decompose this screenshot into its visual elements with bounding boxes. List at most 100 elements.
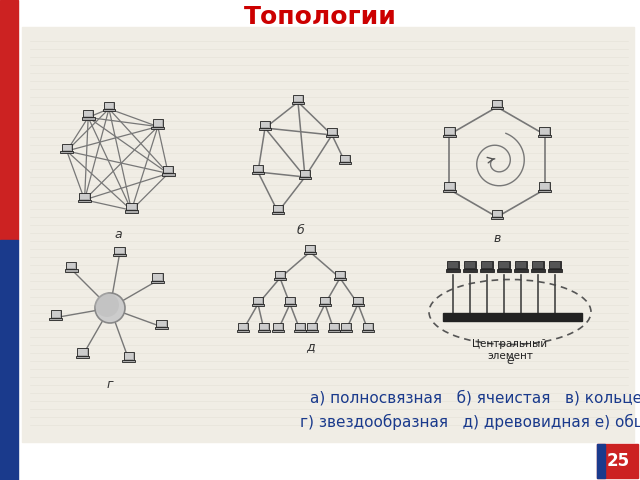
Bar <box>465 262 475 268</box>
Bar <box>125 353 133 359</box>
Bar <box>238 323 248 330</box>
Bar <box>493 211 501 216</box>
Bar <box>340 155 350 162</box>
Bar <box>102 109 115 111</box>
Bar <box>292 102 305 104</box>
Bar <box>79 192 90 200</box>
Circle shape <box>95 293 125 323</box>
Bar <box>335 271 345 278</box>
Bar <box>303 252 316 254</box>
Bar <box>305 245 315 252</box>
Bar <box>157 320 167 327</box>
Bar <box>491 217 504 219</box>
Bar <box>157 321 166 326</box>
Bar <box>339 162 351 164</box>
Bar <box>443 190 456 192</box>
Bar <box>301 171 309 176</box>
Bar <box>329 323 339 330</box>
Bar <box>0 0 18 240</box>
Bar <box>540 183 549 189</box>
Bar <box>516 262 526 268</box>
Bar <box>276 272 284 277</box>
Bar <box>78 349 86 355</box>
Bar <box>66 262 76 269</box>
Bar <box>259 323 269 330</box>
Bar <box>330 324 338 329</box>
Bar <box>550 262 560 268</box>
Bar <box>22 27 634 442</box>
Circle shape <box>95 293 119 317</box>
Bar <box>65 269 77 272</box>
Bar <box>260 121 270 128</box>
Bar <box>515 261 527 269</box>
Bar <box>273 205 283 212</box>
Bar <box>115 247 125 254</box>
Bar <box>285 297 295 304</box>
Bar <box>260 324 268 329</box>
Bar <box>320 297 330 304</box>
Bar <box>253 297 263 304</box>
Bar <box>497 269 511 272</box>
Bar <box>538 134 551 137</box>
Text: а: а <box>114 228 122 240</box>
Bar <box>67 263 76 268</box>
Bar <box>445 128 454 133</box>
Bar <box>443 313 582 321</box>
Bar <box>480 269 494 272</box>
Bar <box>61 144 72 151</box>
Bar <box>258 330 271 332</box>
Bar <box>493 101 501 106</box>
Bar <box>274 278 287 280</box>
Bar <box>237 330 250 332</box>
Bar <box>540 128 549 133</box>
Bar <box>540 182 550 190</box>
Bar <box>362 330 374 332</box>
Bar <box>81 193 89 199</box>
Bar <box>328 129 336 134</box>
Bar <box>444 127 454 134</box>
Bar <box>105 103 113 108</box>
Bar <box>252 304 264 306</box>
Bar <box>49 318 62 320</box>
Bar <box>463 269 477 272</box>
Text: г: г <box>107 379 113 392</box>
Bar <box>83 110 93 118</box>
Bar <box>76 356 89 358</box>
Bar <box>239 324 247 329</box>
Bar <box>275 271 285 278</box>
Bar <box>113 254 126 256</box>
Text: б: б <box>296 224 304 237</box>
Bar <box>254 298 262 303</box>
Bar <box>327 128 337 135</box>
Bar <box>532 261 544 269</box>
Bar <box>342 324 350 329</box>
Bar <box>52 312 60 316</box>
Bar <box>300 170 310 177</box>
Bar <box>341 156 349 161</box>
Bar <box>274 324 282 329</box>
Bar <box>333 278 346 280</box>
Bar <box>307 323 317 330</box>
Bar <box>271 330 284 332</box>
Bar <box>340 330 353 332</box>
Bar <box>445 183 454 189</box>
Bar <box>125 210 138 213</box>
Bar <box>51 311 61 318</box>
Bar <box>354 298 362 303</box>
Bar <box>60 151 73 154</box>
Bar <box>341 323 351 330</box>
Bar <box>549 261 561 269</box>
Bar <box>499 262 509 268</box>
Bar <box>548 269 562 272</box>
Bar <box>254 166 262 171</box>
Bar <box>306 246 314 251</box>
Bar <box>364 324 372 329</box>
Bar <box>328 330 340 332</box>
Bar <box>448 262 458 268</box>
Bar <box>78 200 91 202</box>
Bar <box>273 323 283 330</box>
Bar <box>597 444 605 478</box>
Bar <box>319 304 332 306</box>
Text: а) полносвязная   б) ячеистая   в) кольцевая: а) полносвязная б) ячеистая в) кольцевая <box>310 390 640 406</box>
Text: Центральный
элемент: Центральный элемент <box>472 339 548 360</box>
